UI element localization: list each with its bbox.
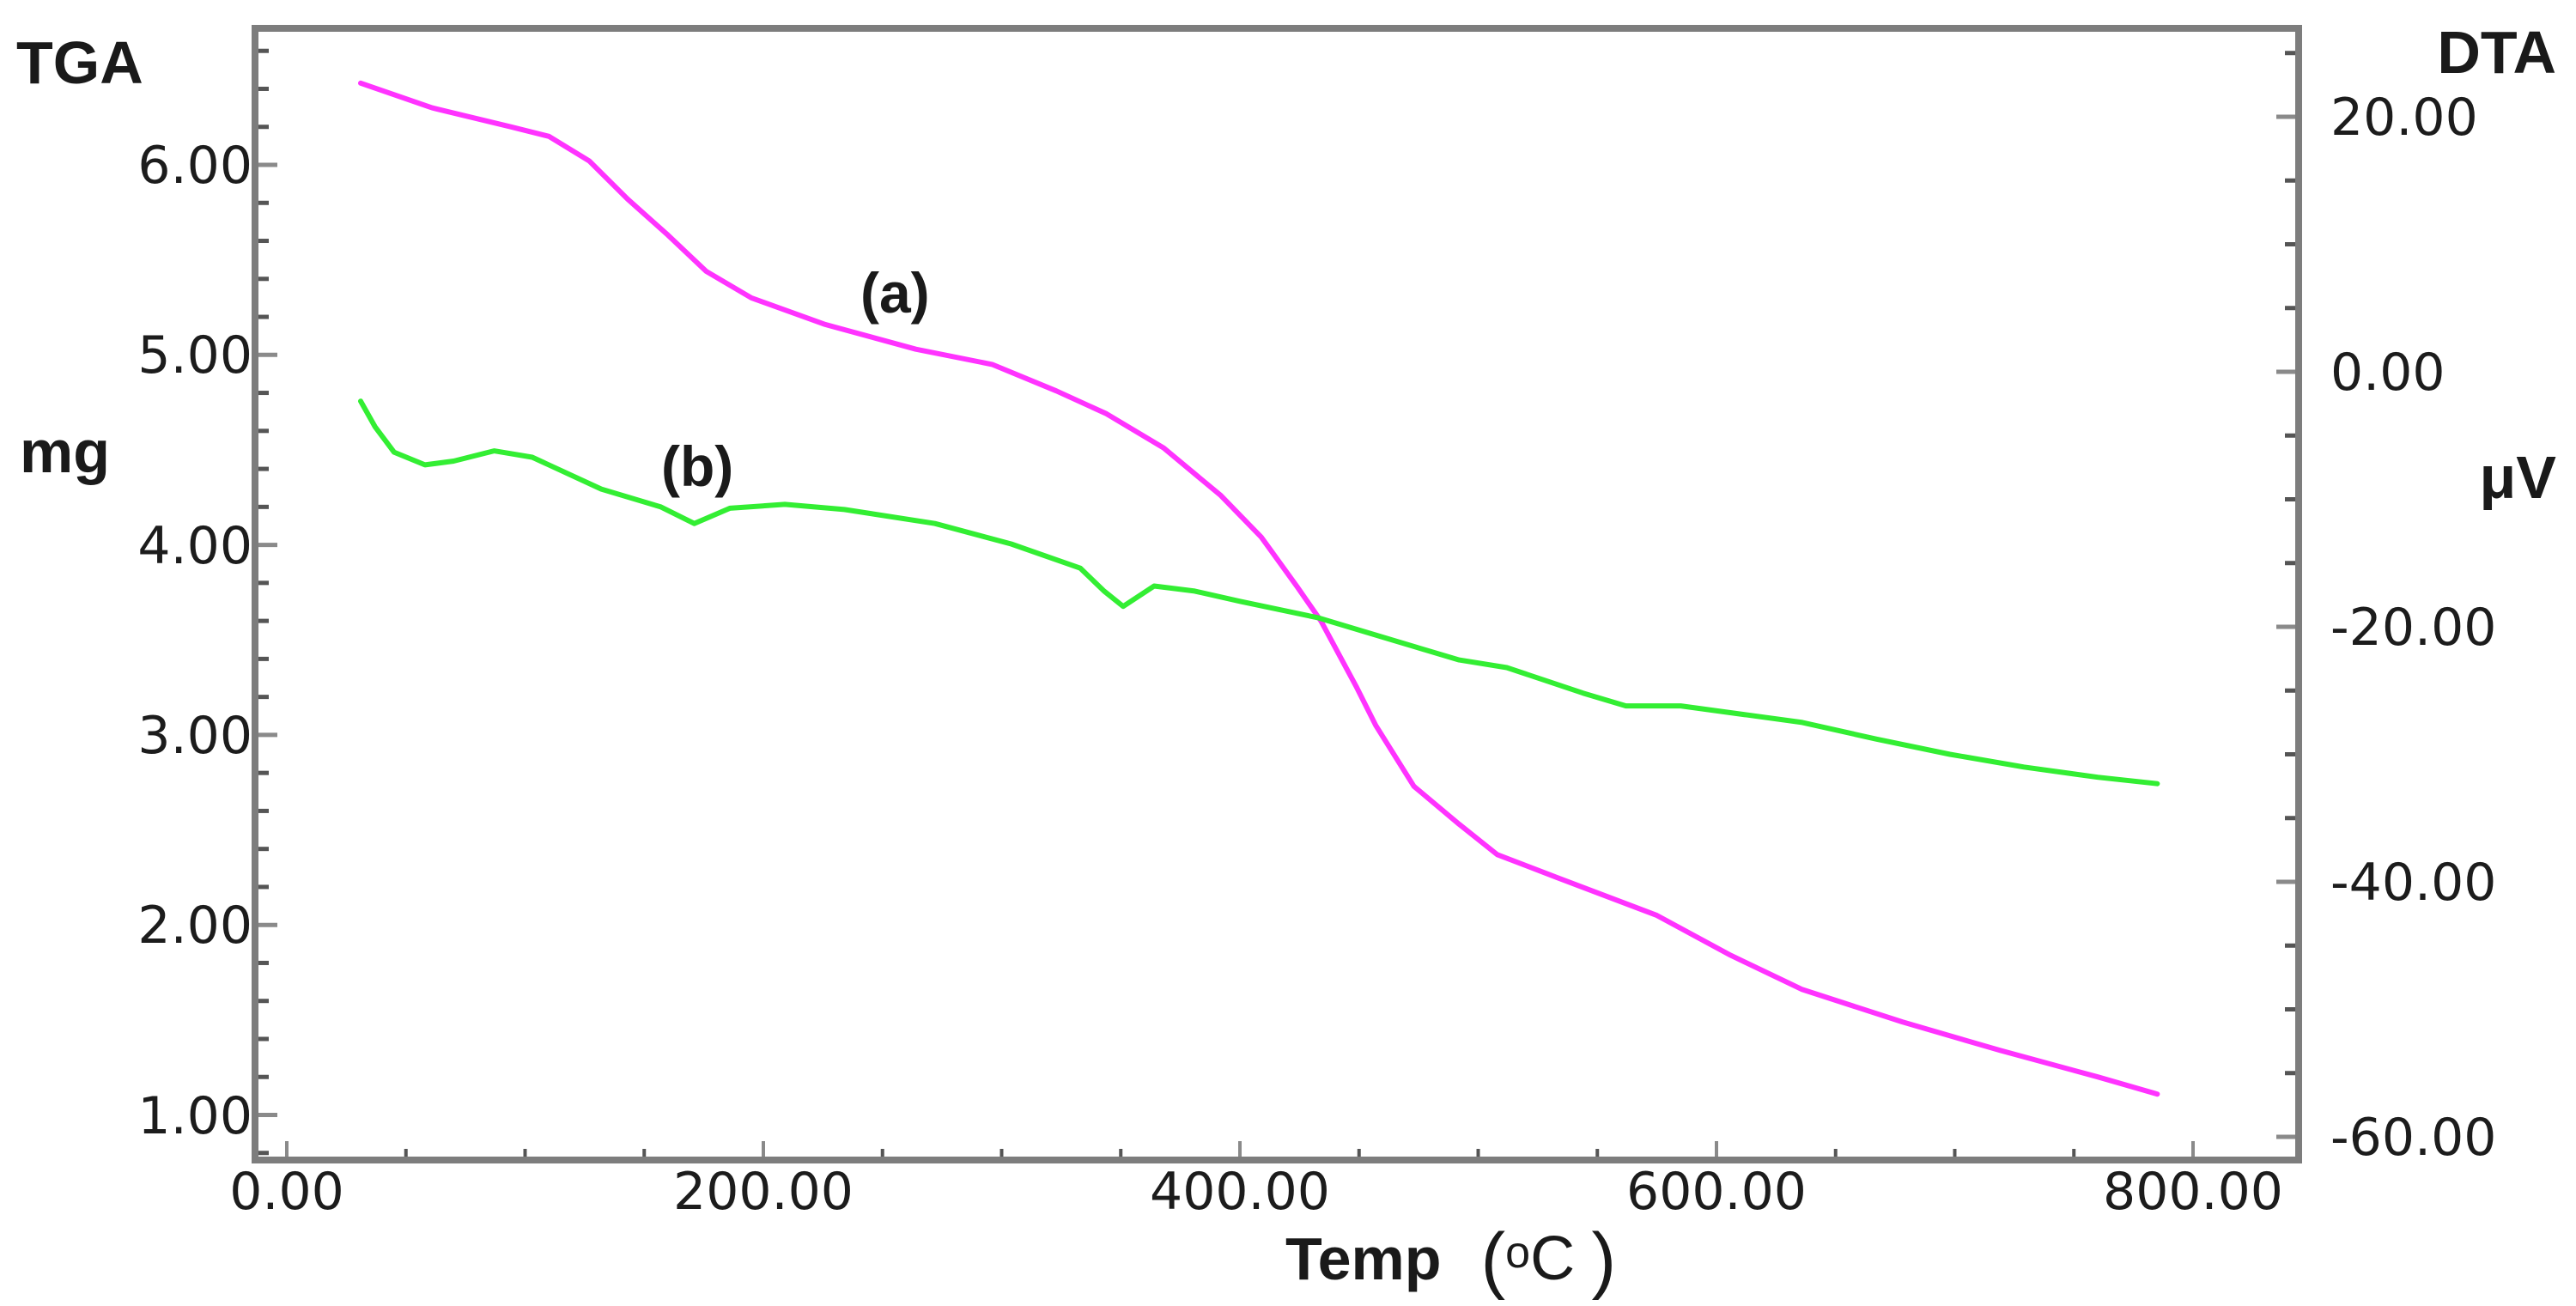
right-tick-label: -40.00 (2330, 853, 2497, 913)
right-tick-label: 0.00 (2330, 343, 2445, 403)
axis-ticks (255, 48, 2299, 1160)
x-tick-label: 200.00 (673, 1162, 854, 1222)
right-axis-title: DTA (2437, 19, 2556, 86)
series-a-label: (a) (860, 261, 930, 325)
series-line-a (358, 80, 2160, 1097)
left-tick-label: 1.00 (137, 1086, 252, 1146)
plot-border (252, 25, 2302, 1163)
right-tick-label: -20.00 (2330, 598, 2497, 658)
x-axis-unit-open-paren: ( (1480, 1218, 1506, 1301)
left-tick-label: 3.00 (137, 706, 252, 766)
x-tick-label: 0.00 (229, 1162, 344, 1222)
x-axis-unit: C (1530, 1224, 1576, 1293)
data-series (358, 80, 2160, 1097)
left-tick-label: 2.00 (137, 896, 252, 956)
x-tick-label: 400.00 (1150, 1162, 1330, 1222)
left-axis-unit: mg (20, 418, 110, 485)
left-axis-title: TGA (16, 29, 143, 96)
series-line-b (358, 398, 2160, 787)
x-axis-title: Temp (oC ) (1285, 1223, 1616, 1297)
x-tick-label: 800.00 (2103, 1162, 2283, 1222)
series-b-label: (b) (661, 434, 734, 498)
right-tick-label: 20.00 (2330, 88, 2478, 148)
left-tick-label: 4.00 (137, 516, 252, 576)
x-axis-unit-close-paren: ) (1591, 1218, 1617, 1301)
x-axis-unit-degree: o (1505, 1228, 1531, 1278)
x-axis-title-main: Temp (1285, 1225, 1442, 1292)
plot-frame (252, 25, 2302, 1163)
left-tick-label: 6.00 (137, 136, 252, 196)
right-tick-label: -60.00 (2330, 1108, 2497, 1168)
x-tick-label: 600.00 (1626, 1162, 1807, 1222)
left-tick-label: 5.00 (137, 325, 252, 386)
right-axis-unit: μV (2479, 444, 2556, 511)
